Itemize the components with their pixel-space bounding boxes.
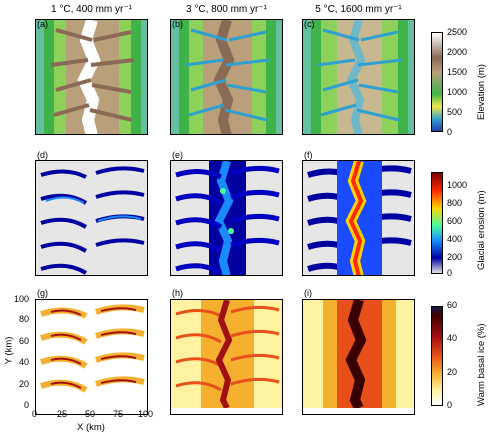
erosion-map-1 (36, 161, 147, 275)
colorbar-elevation-tick: 2000 (447, 47, 468, 57)
panel-label-a: (a) (37, 19, 48, 29)
erosion-map-2 (171, 161, 282, 275)
colorbar-elevation-tick: 1500 (447, 67, 468, 77)
elevation-map-2 (171, 20, 282, 134)
x-tick: 100 (138, 409, 154, 419)
colorbar-basal-ice (431, 306, 443, 406)
colorbar-erosion-tick: 0 (447, 268, 453, 278)
colorbar-erosion-tick: 800 (447, 198, 463, 208)
x-tick: 50 (85, 409, 96, 419)
colorbar-elevation-label: Elevation (m) (476, 64, 487, 120)
x-tick: 25 (57, 409, 68, 419)
colorbar-erosion-label: Glacial erosion (m) (476, 190, 487, 270)
x-axis-title: X (km) (77, 422, 105, 433)
colorbar-erosion-tick: 1000 (447, 180, 468, 190)
y-tick: 100 (14, 294, 30, 304)
panel-label-g: (g) (37, 288, 48, 298)
panel-label-c: (c) (304, 19, 315, 29)
elevation-map-3 (303, 20, 414, 134)
colorbar-erosion-tick: 600 (447, 216, 463, 226)
panel-erosion-3 (302, 160, 415, 276)
colorbar-basal-ice-tick: 40 (447, 333, 458, 343)
y-tick: 40 (19, 357, 30, 367)
colorbar-basal-ice-tick: 20 (447, 367, 458, 377)
basal-ice-map-1 (36, 300, 147, 408)
colorbar-elevation-tick: 0 (447, 127, 453, 137)
x-tick: 75 (113, 409, 124, 419)
y-axis-title: Y (km) (3, 336, 15, 365)
panel-label-h: (h) (172, 288, 183, 298)
y-tick: 60 (19, 336, 30, 346)
colorbar-erosion (431, 172, 443, 274)
column-title-1: 1 °C, 400 mm yr⁻¹ (51, 4, 132, 15)
basal-ice-map-3 (303, 300, 414, 408)
panel-basal-ice-3 (302, 299, 415, 415)
column-title-2: 3 °C, 800 mm yr⁻¹ (186, 4, 267, 15)
panel-basal-ice-2 (170, 299, 283, 415)
basal-ice-map-2 (171, 300, 282, 408)
panel-erosion-1 (35, 160, 148, 276)
y-tick: 20 (19, 379, 30, 389)
colorbar-erosion-tick: 400 (447, 234, 463, 244)
erosion-map-3 (303, 161, 414, 275)
colorbar-elevation-tick: 1000 (447, 87, 468, 97)
panel-label-d: (d) (37, 150, 48, 160)
colorbar-basal-ice-label: Warm basal ice (%) (476, 323, 487, 406)
panel-label-e: (e) (172, 150, 183, 160)
panel-label-b: (b) (172, 19, 183, 29)
colorbar-elevation (431, 32, 443, 132)
colorbar-erosion-tick: 200 (447, 252, 463, 262)
elevation-map-1 (36, 20, 147, 134)
colorbar-basal-ice-tick: 60 (447, 300, 458, 310)
colorbar-elevation-tick: 2500 (447, 27, 468, 37)
colorbar-basal-ice-tick: 0 (447, 400, 453, 410)
panel-elevation-3 (302, 19, 415, 135)
panel-label-f: (f) (304, 150, 313, 160)
colorbar-elevation-tick: 500 (447, 107, 463, 117)
y-tick: 80 (19, 314, 30, 324)
panel-elevation-2 (170, 19, 283, 135)
y-tick: 0 (24, 400, 30, 410)
panel-erosion-2 (170, 160, 283, 276)
column-title-3: 5 °C, 1600 mm yr⁻¹ (315, 4, 402, 15)
panel-basal-ice-1 (35, 299, 148, 415)
x-tick: 0 (32, 409, 38, 419)
panel-label-i: (i) (304, 288, 312, 298)
panel-elevation-1 (35, 19, 148, 135)
